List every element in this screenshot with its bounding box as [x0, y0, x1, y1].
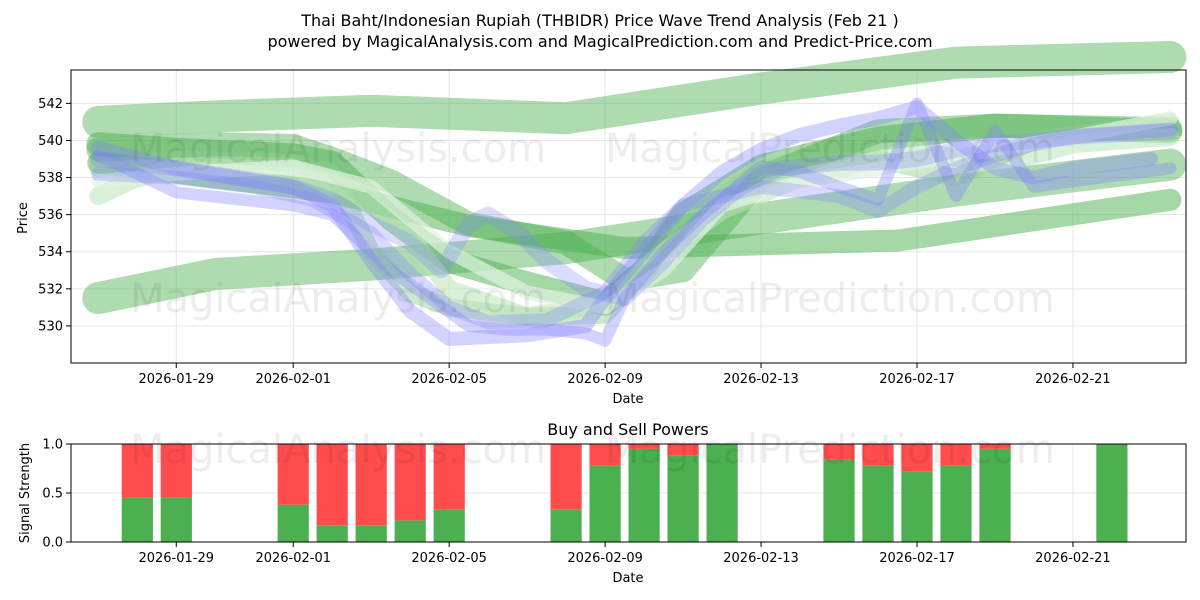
price-wave-plot: MagicalAnalysis.com MagicalPrediction.co… [16, 41, 1187, 407]
buy-bar [862, 465, 894, 542]
buy-bar [355, 525, 387, 542]
buy-bar [316, 525, 348, 542]
sell-bar [901, 444, 933, 472]
price-x-tick-label: 2026-02-17 [879, 372, 955, 387]
buy-sell-y-label: Signal Strength [18, 443, 33, 543]
sell-bar [628, 444, 660, 449]
buy-bar [160, 497, 192, 542]
price-y-tick-label: 532 [38, 282, 63, 297]
sell-bar [355, 444, 387, 526]
sell-bar [121, 444, 153, 498]
price-y-tick-label: 542 [38, 97, 63, 112]
sell-bar [979, 444, 1011, 449]
watermark-text: MagicalPrediction.com [605, 276, 1055, 322]
watermark-text: MagicalPrediction.com [605, 126, 1055, 172]
buy-bar [121, 497, 153, 542]
series-wave-e [91, 111, 1178, 315]
buy-sell-y-ticks: 0.0 0.5 1.0 [42, 438, 71, 551]
buy-sell-x-tick-label: 2026-02-17 [879, 551, 955, 566]
price-x-label: Date [612, 392, 643, 407]
sell-bar [550, 444, 582, 510]
price-x-tick-label: 2026-02-09 [567, 372, 643, 387]
sell-bar [589, 444, 621, 466]
price-y-label: Price [16, 202, 31, 234]
buy-bar [628, 448, 660, 542]
sell-bar [940, 444, 972, 466]
buy-bar [706, 444, 738, 542]
series-blue-1 [91, 100, 1158, 346]
buy-bar [979, 448, 1011, 542]
buy-sell-x-tick-label: 2026-02-05 [411, 551, 487, 566]
price-y-tick-label: 530 [38, 319, 63, 334]
buy-bar [901, 471, 933, 542]
watermark-text: MagicalAnalysis.com [130, 276, 546, 322]
price-y-tick-label: 538 [38, 171, 63, 186]
buy-sell-plot: Buy and Sell Powers MagicalAnalysis.com … [18, 420, 1187, 586]
buy-sell-x-tick-label: 2026-02-09 [567, 551, 643, 566]
price-x-tick-label: 2026-02-13 [723, 372, 799, 387]
series-blue-3 [91, 122, 1178, 330]
buy-sell-bars [121, 444, 1128, 542]
watermark-text: MagicalAnalysis.com [130, 126, 546, 172]
sell-bar [277, 444, 309, 505]
buy-bar [823, 459, 855, 542]
sell-bar [433, 444, 465, 510]
sell-bar [862, 444, 894, 466]
price-y-tick-label: 540 [38, 134, 63, 149]
price-axes-frame [70, 69, 1187, 364]
buy-sell-x-tick-label: 2026-02-13 [723, 551, 799, 566]
sell-bar [160, 444, 192, 498]
chart-title-line2: powered by MagicalAnalysis.com and Magic… [267, 32, 932, 51]
buy-sell-y-tick-label: 0.0 [42, 536, 63, 551]
buy-bar [433, 509, 465, 542]
buy-bar [1096, 444, 1128, 542]
sell-bar [316, 444, 348, 526]
price-series [82, 41, 1187, 347]
series-blue-2 [92, 97, 1177, 347]
buy-sell-y-tick-label: 0.5 [42, 487, 63, 502]
buy-bar [394, 520, 426, 542]
price-x-tick-label: 2026-02-01 [255, 372, 331, 387]
price-y-tick-label: 536 [38, 208, 63, 223]
buy-sell-title: Buy and Sell Powers [547, 420, 709, 439]
series-upper-band [82, 41, 1187, 138]
sell-bar [823, 444, 855, 460]
price-y-ticks: 530 532 534 536 538 540 542 [38, 97, 71, 334]
price-x-tick-label: 2026-02-05 [411, 372, 487, 387]
buy-bar [940, 465, 972, 542]
buy-sell-watermarks: MagicalAnalysis.com MagicalPrediction.co… [130, 427, 1055, 473]
series-blue-4 [90, 123, 1179, 307]
price-x-tick-label: 2026-01-29 [138, 372, 214, 387]
price-watermarks: MagicalAnalysis.com MagicalPrediction.co… [130, 126, 1055, 322]
chart-title-line1: Thai Baht/Indonesian Rupiah (THBIDR) Pri… [300, 11, 898, 30]
watermark-text: MagicalAnalysis.com [130, 427, 546, 473]
sell-bar [394, 444, 426, 521]
price-x-ticks: 2026-01-29 2026-02-01 2026-02-05 2026-02-09… [138, 363, 1111, 387]
buy-bar [589, 465, 621, 542]
buy-sell-x-tick-label: 2026-01-29 [138, 551, 214, 566]
buy-sell-x-ticks: 2026-01-29 2026-02-01 2026-02-05 2026-02-09… [138, 542, 1111, 566]
buy-sell-x-tick-label: 2026-02-01 [255, 551, 331, 566]
series-middle-band [87, 151, 1182, 259]
buy-bar [550, 509, 582, 542]
sell-bar [667, 444, 699, 456]
buy-bar [277, 504, 309, 542]
buy-sell-y-tick-label: 1.0 [42, 438, 63, 453]
buy-bar [667, 455, 699, 542]
price-y-tick-label: 534 [38, 245, 63, 260]
watermark-text: MagicalPrediction.com [605, 427, 1055, 473]
buy-sell-x-label: Date [612, 571, 643, 586]
price-x-tick-label: 2026-02-21 [1035, 372, 1111, 387]
buy-sell-x-tick-label: 2026-02-21 [1035, 551, 1111, 566]
